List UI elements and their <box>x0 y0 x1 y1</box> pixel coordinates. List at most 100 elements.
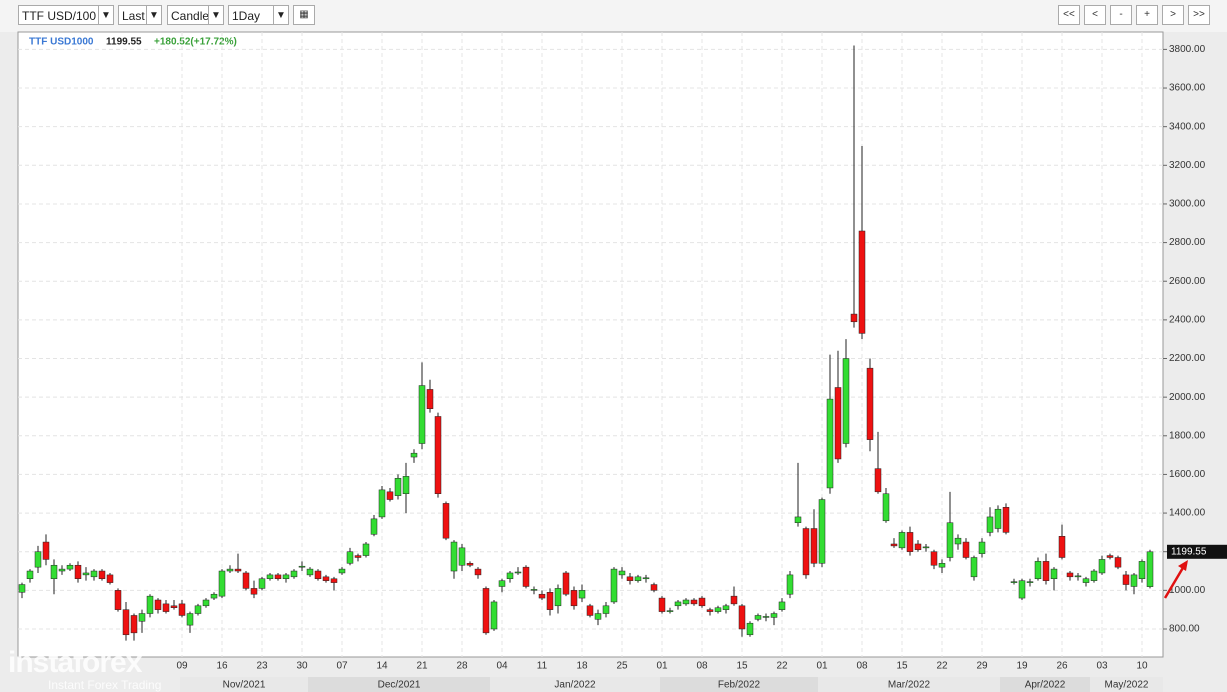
candle-body <box>770 613 778 618</box>
style-select[interactable]: Candle ▼ <box>167 5 224 25</box>
month-band <box>490 677 660 692</box>
candle-body <box>674 601 682 607</box>
watermark-tagline: Instant Forex Trading <box>48 678 162 692</box>
candle-body <box>90 570 98 578</box>
candle-body <box>658 597 666 612</box>
candle-body <box>898 532 906 549</box>
candle-body <box>626 576 634 581</box>
candle-body <box>946 522 954 558</box>
x-tick-label: 16 <box>216 661 228 672</box>
candle-body <box>1034 561 1042 580</box>
price-tag-label: 1199.55 <box>1171 546 1207 557</box>
candle-body <box>426 389 434 409</box>
candle-body <box>258 578 266 589</box>
y-tick-label: 800.00 <box>1169 624 1200 635</box>
interval-select[interactable]: 1Day ▼ <box>228 5 289 25</box>
nav-button[interactable]: > <box>1162 5 1184 25</box>
legend-last: 1199.55 <box>106 37 142 48</box>
candle-body <box>890 543 898 547</box>
candle-body <box>546 592 554 610</box>
y-tick-label: 2800.00 <box>1169 237 1206 248</box>
candle-body <box>794 516 802 523</box>
candle-body <box>18 584 26 593</box>
candle-body <box>474 568 482 576</box>
candle-body <box>562 572 570 595</box>
candle-body <box>1106 555 1114 558</box>
candle-body <box>418 385 426 444</box>
x-tick-label: 15 <box>896 661 908 672</box>
candle-body <box>458 547 466 566</box>
legend-name: TTF USD1000 <box>29 37 94 48</box>
nav-button[interactable]: + <box>1136 5 1158 25</box>
candle-body <box>170 605 178 608</box>
y-tick-label: 2000.00 <box>1169 392 1206 403</box>
candle-body <box>826 398 834 489</box>
nav-button[interactable]: < <box>1084 5 1106 25</box>
candle-body <box>130 615 138 634</box>
candle-body <box>498 580 506 587</box>
candle-body <box>738 605 746 630</box>
candle-body <box>690 599 698 605</box>
y-tick-label: 3800.00 <box>1169 44 1206 55</box>
candle-body <box>682 599 690 605</box>
y-tick-label: 3000.00 <box>1169 199 1206 210</box>
candle-body <box>394 478 402 496</box>
symbol-select[interactable]: TTF USD/100 ▼ <box>18 5 114 25</box>
candle-body <box>314 570 322 580</box>
candle-body <box>354 555 362 558</box>
watermark-brand: instaforex <box>8 646 142 679</box>
x-tick-label: 11 <box>537 661 548 672</box>
candle-body <box>1066 572 1074 578</box>
candle-body <box>586 605 594 616</box>
candle-body <box>1098 559 1106 574</box>
candle-body <box>1074 575 1082 578</box>
candle-body <box>442 503 450 539</box>
candle-body <box>842 358 850 444</box>
watermark: instaforex Instant Forex Trading <box>8 648 161 692</box>
candle-body <box>410 452 418 458</box>
candle-body <box>954 537 962 545</box>
dropdown-arrow: ▼ <box>208 6 223 24</box>
y-tick-label: 1800.00 <box>1169 430 1206 441</box>
month-label: Nov/2021 <box>223 680 266 691</box>
style-text: Candle <box>171 9 210 23</box>
x-tick-label: 22 <box>776 661 788 672</box>
candle-body <box>386 491 394 500</box>
candle-body <box>202 599 210 607</box>
candle-body <box>218 570 226 597</box>
x-tick-label: 28 <box>456 661 468 672</box>
candle-body <box>242 572 250 589</box>
candle-body <box>1090 570 1098 581</box>
candle-body <box>866 367 874 440</box>
candle-body <box>818 499 826 564</box>
price-tag <box>1167 544 1227 559</box>
candle-body <box>298 565 306 568</box>
x-tick-label: 15 <box>736 661 748 672</box>
candle-body <box>138 613 146 622</box>
candle-body <box>706 609 714 612</box>
candle-body <box>106 574 114 583</box>
nav-button[interactable]: >> <box>1188 5 1210 25</box>
nav-button[interactable]: - <box>1110 5 1132 25</box>
candle-body <box>746 622 754 636</box>
dropdown-arrow: ▼ <box>273 6 288 24</box>
candle-body <box>450 541 458 572</box>
candle-body <box>338 568 346 574</box>
candle-body <box>114 590 122 610</box>
candle-body <box>82 572 90 576</box>
candle-body <box>634 576 642 581</box>
dropdown-arrow: ▼ <box>146 6 161 24</box>
candle-body <box>162 603 170 612</box>
candle-body <box>554 588 562 607</box>
nav-button[interactable]: << <box>1058 5 1080 25</box>
x-tick-label: 29 <box>976 661 988 672</box>
candle-body <box>578 590 586 599</box>
candle-body <box>570 590 578 607</box>
candle-body <box>602 605 610 614</box>
table-button[interactable]: ▦ <box>293 5 315 25</box>
price-field-select[interactable]: Last ▼ <box>118 5 162 25</box>
dropdown-arrow: ▼ <box>98 6 113 24</box>
candle-body <box>154 599 162 610</box>
candle-body <box>1130 574 1138 587</box>
candle-body <box>874 468 882 493</box>
